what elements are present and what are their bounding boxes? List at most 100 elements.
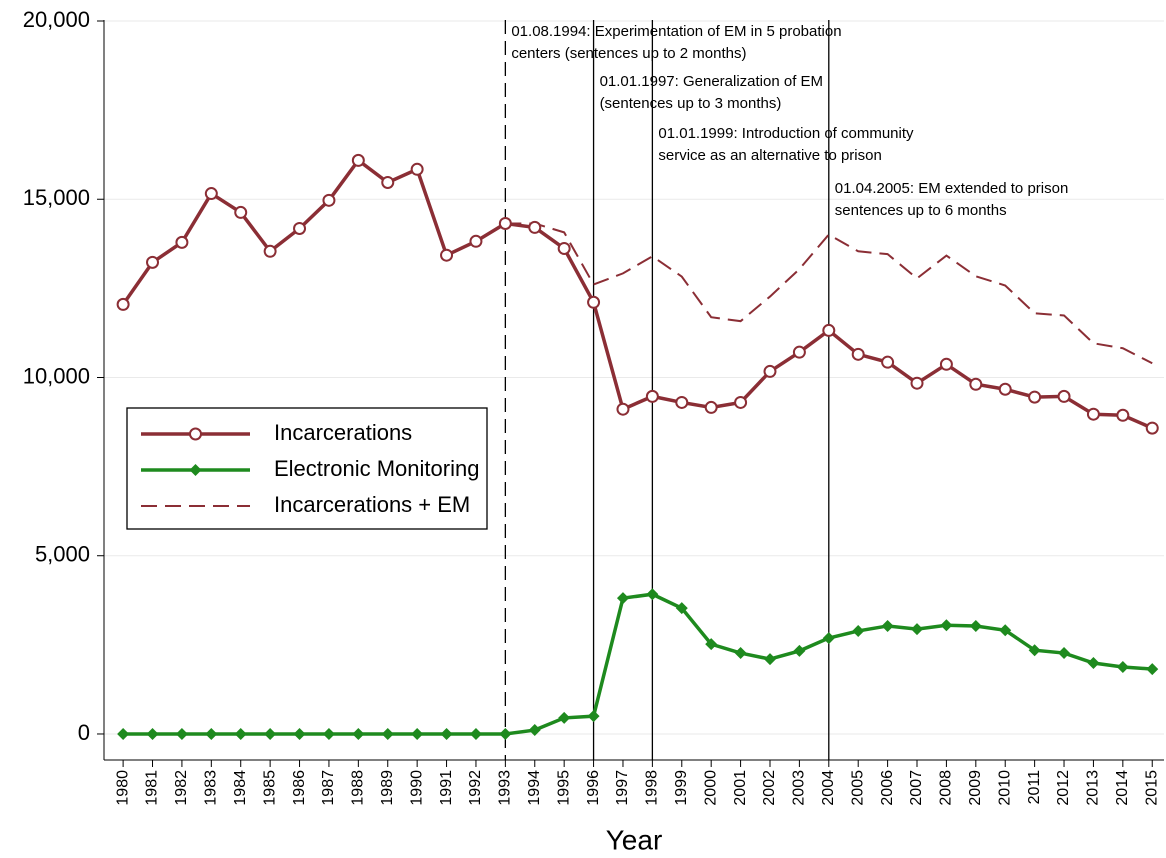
x-axis-title: Year <box>606 824 663 855</box>
point <box>293 221 307 235</box>
point <box>1116 408 1130 422</box>
point <box>322 727 335 740</box>
point <box>763 364 777 378</box>
point <box>1058 647 1071 660</box>
point <box>117 727 130 740</box>
point <box>1028 644 1041 657</box>
x-tick-label: 1997 <box>614 770 631 806</box>
point <box>646 588 659 601</box>
x-tick-label: 1991 <box>438 770 455 806</box>
legend-label: Incarcerations + EM <box>274 492 470 517</box>
annotation: 01.01.1997: Generalization of EM <box>600 73 823 90</box>
x-tick-label: 1983 <box>203 770 220 806</box>
point <box>999 624 1012 637</box>
y-tick-label: 10,000 <box>23 363 90 388</box>
point <box>440 248 454 262</box>
point <box>116 297 130 311</box>
legend-label: Electronic Monitoring <box>274 456 479 481</box>
point <box>616 592 629 605</box>
x-tick-label: 1989 <box>379 770 396 806</box>
annotation: 01.01.1999: Introduction of community <box>658 125 914 142</box>
point <box>793 644 806 657</box>
series-line <box>121 157 1153 430</box>
point <box>822 323 836 337</box>
series-line <box>123 592 1153 736</box>
point <box>822 632 835 645</box>
point <box>911 623 924 636</box>
x-tick-label: 2011 <box>1026 770 1043 805</box>
point <box>734 647 747 660</box>
x-tick-label: 1999 <box>673 770 690 806</box>
point <box>734 395 748 409</box>
x-tick-label: 2010 <box>996 770 1013 806</box>
point <box>293 727 306 740</box>
x-tick-label: 2013 <box>1085 770 1102 806</box>
point <box>322 193 336 207</box>
x-tick-label: 1982 <box>173 770 190 806</box>
x-tick-label: 2009 <box>967 770 984 806</box>
point <box>1146 663 1159 676</box>
point <box>440 727 453 740</box>
point <box>469 727 482 740</box>
x-tick-label: 2005 <box>849 770 866 806</box>
point <box>175 727 188 740</box>
x-tick-label: 1980 <box>114 770 131 806</box>
x-tick-label: 1981 <box>144 770 161 806</box>
point <box>998 382 1012 396</box>
x-tick-label: 2003 <box>791 770 808 806</box>
annotation: 01.08.1994: Experimentation of EM in 5 p… <box>511 23 841 40</box>
annotation: 01.04.2005: EM extended to prison <box>835 180 1068 197</box>
x-tick-label: 2006 <box>879 770 896 806</box>
point <box>1028 390 1042 404</box>
point <box>881 355 895 369</box>
x-tick-label: 1993 <box>497 770 514 806</box>
point <box>645 389 659 403</box>
point <box>499 727 512 740</box>
point <box>558 711 571 724</box>
point <box>381 175 395 189</box>
x-tick-label: 1995 <box>555 770 572 806</box>
point <box>1087 657 1100 670</box>
x-tick-label: 2004 <box>820 770 837 806</box>
point <box>263 244 277 258</box>
x-tick-label: 2014 <box>1114 770 1131 806</box>
x-tick-label: 1986 <box>291 770 308 806</box>
point <box>528 724 541 737</box>
point <box>234 727 247 740</box>
x-tick-label: 1996 <box>585 770 602 806</box>
point <box>146 255 160 269</box>
point <box>881 619 894 632</box>
x-tick-label: 2002 <box>761 770 778 806</box>
x-tick-label: 2007 <box>908 770 925 806</box>
y-tick-label: 0 <box>78 720 90 745</box>
point <box>851 347 865 361</box>
annotation: sentences up to 6 months <box>835 202 1007 219</box>
point <box>1057 389 1071 403</box>
x-tick-label: 1994 <box>526 770 543 806</box>
point <box>940 619 953 632</box>
point <box>1116 660 1129 673</box>
x-tick-label: 1985 <box>261 770 278 806</box>
point <box>587 295 601 309</box>
point <box>969 619 982 632</box>
y-tick-label: 20,000 <box>23 7 90 32</box>
legend-label: Incarcerations <box>274 420 412 445</box>
series-line <box>505 222 1153 365</box>
annotation: service as an alternative to prison <box>658 147 881 164</box>
point <box>205 727 218 740</box>
point <box>234 205 248 219</box>
point <box>705 638 718 651</box>
point <box>528 220 542 234</box>
point <box>411 727 424 740</box>
point <box>146 727 159 740</box>
point <box>675 602 688 615</box>
x-tick-label: 2015 <box>1143 770 1160 806</box>
point <box>675 395 689 409</box>
x-tick-label: 1998 <box>644 770 661 806</box>
y-tick-label: 5,000 <box>35 542 90 567</box>
annotation: centers (sentences up to 2 months) <box>511 45 746 62</box>
point <box>969 377 983 391</box>
point <box>352 727 365 740</box>
x-tick-label: 1988 <box>350 770 367 806</box>
